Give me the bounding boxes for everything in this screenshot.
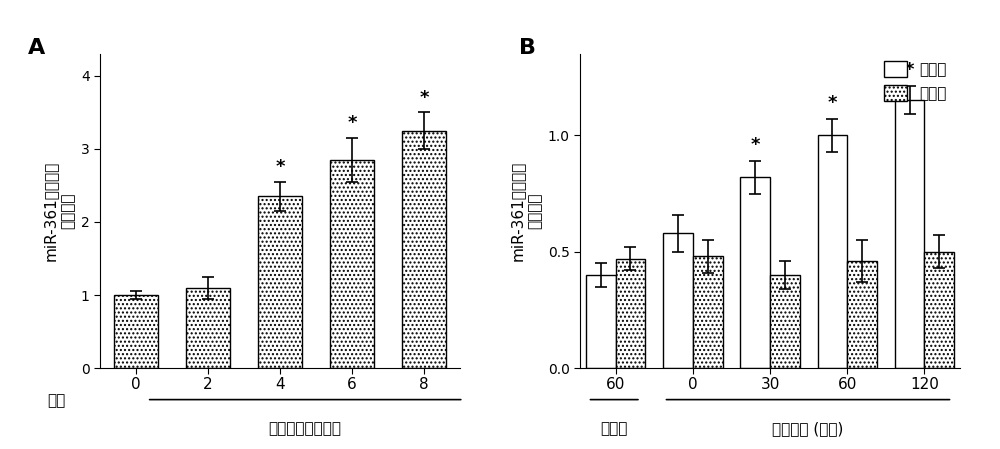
Text: 对照组: 对照组 [601, 422, 628, 436]
Bar [693, 256, 722, 368]
Text: 缺血时间 (分钟): 缺血时间 (分钟) [772, 422, 844, 436]
Text: B: B [519, 38, 536, 58]
Text: 缺氧: 缺氧 [48, 393, 66, 408]
Bar [818, 135, 847, 368]
Text: 缺氧时间（小时）: 缺氧时间（小时） [269, 422, 342, 436]
Bar [186, 288, 230, 368]
Y-axis label: miR-361表达水平
升高倍数: miR-361表达水平 升高倍数 [510, 161, 542, 261]
Bar [770, 275, 800, 368]
Bar [895, 101, 924, 368]
Legend: 危险区, 远端区: 危险区, 远端区 [878, 55, 952, 107]
Text: *: * [347, 114, 357, 132]
Bar [586, 275, 616, 368]
Y-axis label: miR-361表达水平
升高倍数: miR-361表达水平 升高倍数 [43, 161, 75, 261]
Bar [740, 177, 770, 368]
Text: *: * [750, 136, 760, 154]
Bar [663, 233, 693, 368]
Text: *: * [275, 158, 285, 176]
Text: A: A [28, 38, 45, 58]
Bar [330, 160, 374, 368]
Text: *: * [419, 88, 429, 106]
Bar [402, 131, 446, 368]
Text: *: * [905, 62, 914, 79]
Bar [258, 196, 302, 368]
Bar [114, 295, 158, 368]
Text: *: * [828, 94, 837, 112]
Bar [616, 259, 645, 368]
Bar [847, 261, 877, 368]
Bar [924, 252, 954, 368]
